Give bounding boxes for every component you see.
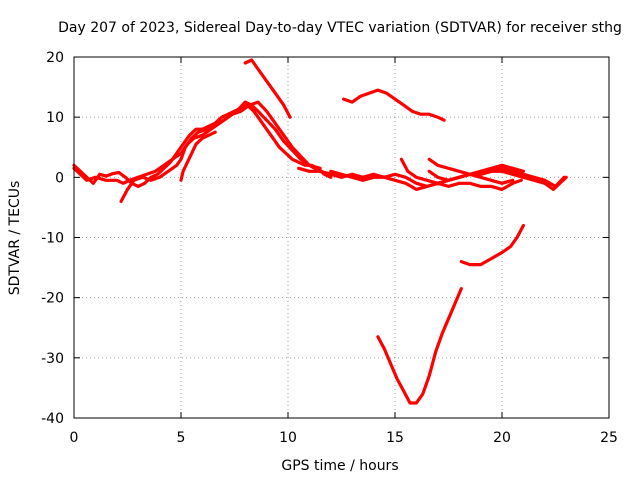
y-tick-label: 20 <box>46 50 64 66</box>
chart-title: Day 207 of 2023, Sidereal Day-to-day VTE… <box>58 20 622 36</box>
series-arc-3 <box>119 100 322 203</box>
grid <box>74 57 609 418</box>
x-tick-label: 25 <box>600 430 618 446</box>
data-series-group <box>72 58 568 405</box>
series-arc-5 <box>243 58 292 119</box>
x-tick-label: 5 <box>177 430 186 446</box>
series-arc-4 <box>179 130 217 182</box>
y-tick-label: -30 <box>41 351 64 367</box>
series-arc-10 <box>427 166 566 188</box>
series-arc-6 <box>342 88 446 122</box>
x-axis-label: GPS time / hours <box>281 458 398 474</box>
series-arc-8 <box>329 169 523 191</box>
x-tick-label: 10 <box>279 430 297 446</box>
y-tick-label: -40 <box>41 411 64 427</box>
x-tick-label: 15 <box>386 430 404 446</box>
y-tick-label: -20 <box>41 291 64 307</box>
series-arc-2 <box>72 100 333 185</box>
y-tick-label: 0 <box>55 170 64 186</box>
y-tick-label: -10 <box>41 231 64 247</box>
y-axis-label: SDTVAR / TECUs <box>7 181 23 296</box>
x-tick-label: 20 <box>493 430 511 446</box>
series-arc-13 <box>459 223 525 267</box>
series-arc-12 <box>376 287 463 405</box>
y-tick-label: 10 <box>46 110 64 126</box>
series-arc-11 <box>427 157 515 185</box>
x-tick-label: 0 <box>70 430 79 446</box>
axis-ticks: 0 5 10 15 20 25 -40 -30 -20 -10 0 10 20 <box>41 50 618 446</box>
